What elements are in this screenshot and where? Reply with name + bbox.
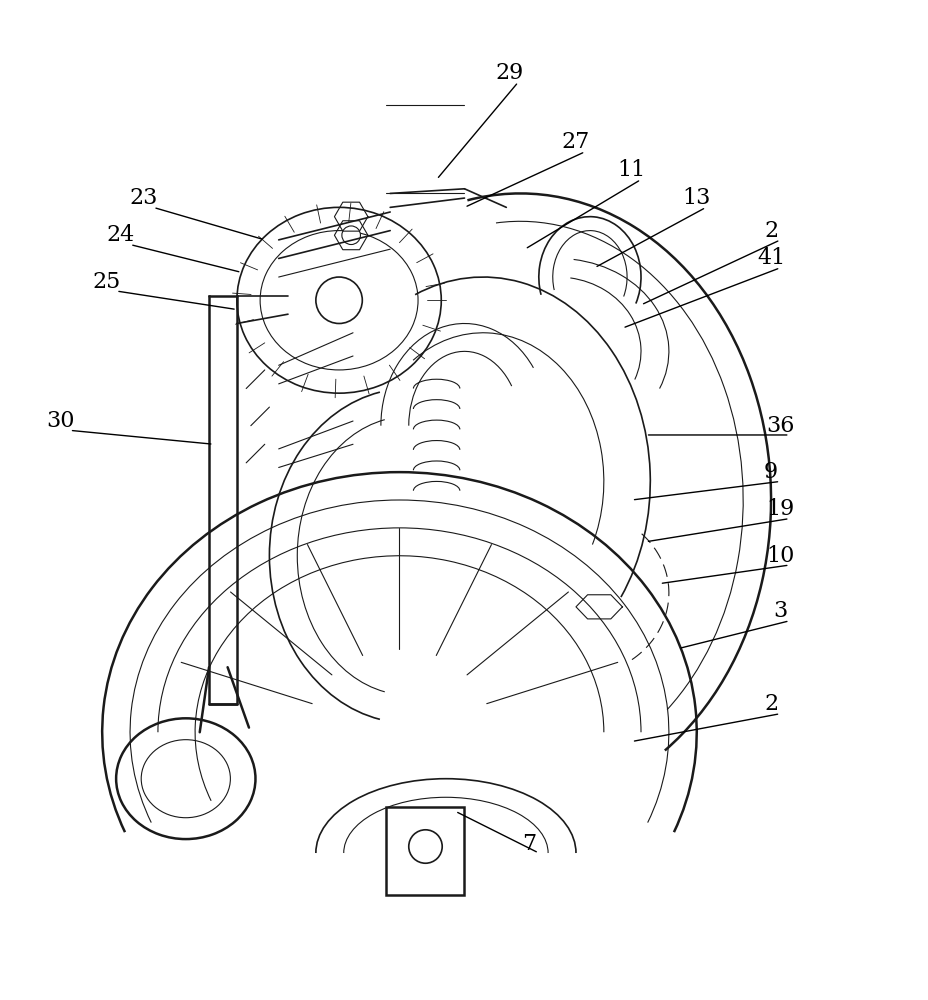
Text: 9: 9 <box>763 461 778 483</box>
Text: 2: 2 <box>763 693 778 715</box>
Bar <box>385 807 464 895</box>
Circle shape <box>408 830 442 863</box>
Text: 30: 30 <box>46 410 74 432</box>
Text: 13: 13 <box>682 187 710 209</box>
Text: 29: 29 <box>495 62 522 84</box>
Text: 27: 27 <box>561 131 589 153</box>
Text: 3: 3 <box>772 600 787 622</box>
Text: 36: 36 <box>766 415 793 437</box>
Text: 2: 2 <box>763 220 778 242</box>
Text: 19: 19 <box>766 498 793 520</box>
Circle shape <box>342 226 360 245</box>
Circle shape <box>316 277 362 323</box>
Text: 24: 24 <box>107 224 135 246</box>
Text: 41: 41 <box>756 247 784 269</box>
Text: 25: 25 <box>93 271 121 293</box>
Text: 23: 23 <box>130 187 158 209</box>
Text: 10: 10 <box>766 545 793 567</box>
Text: 11: 11 <box>617 159 645 181</box>
Text: 7: 7 <box>522 833 536 855</box>
